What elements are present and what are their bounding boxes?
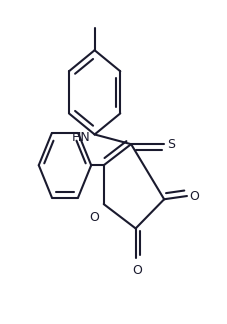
Text: O: O — [131, 264, 141, 277]
Text: O: O — [89, 211, 99, 225]
Text: HN: HN — [71, 131, 90, 144]
Text: S: S — [166, 138, 174, 151]
Text: O: O — [188, 190, 198, 202]
